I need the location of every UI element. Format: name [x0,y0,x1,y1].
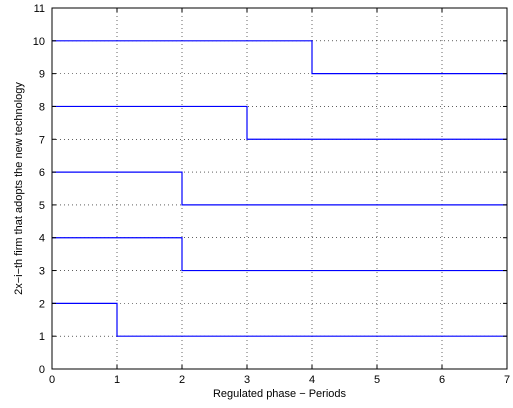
x-tick-label: 5 [374,374,380,386]
y-tick-label: 3 [39,266,45,278]
plot-area [52,8,507,369]
y-tick-label: 2 [39,298,45,310]
y-tick-label: 11 [34,3,45,15]
x-tick-label: 6 [439,374,445,386]
y-tick-label: 4 [39,233,45,245]
y-tick-label: 9 [39,69,45,81]
series-line-2 [52,237,507,272]
x-axis-label: Regulated phase − Periods [213,388,347,400]
x-tick-label: 1 [114,374,120,386]
series-line-4 [52,105,507,140]
series-line-5 [52,40,507,75]
x-tick-label: 0 [49,374,55,386]
y-tick-label: 8 [39,101,45,113]
x-tick-label: 4 [309,374,315,386]
ticks: 0 1 2 3 4 5 6 7 0 1 2 3 4 5 6 7 8 9 10 11 [33,3,510,386]
y-tick-label: 0 [39,364,45,376]
plot-frame [51,7,508,370]
series-line-3 [52,171,507,206]
y-tick-label: 7 [39,134,45,146]
y-tick-label: 1 [39,331,45,343]
series-layer [52,40,507,337]
x-tick-label: 7 [504,374,510,386]
x-tick-label: 2 [179,374,185,386]
y-tick-label: 5 [39,200,45,212]
series-line-1 [52,302,507,337]
x-tick-label: 3 [244,374,250,386]
y-tick-label: 6 [39,167,45,179]
y-axis-label: 2x−i−th firm that adopts the new technol… [13,82,25,295]
y-tick-label: 10 [33,36,45,48]
